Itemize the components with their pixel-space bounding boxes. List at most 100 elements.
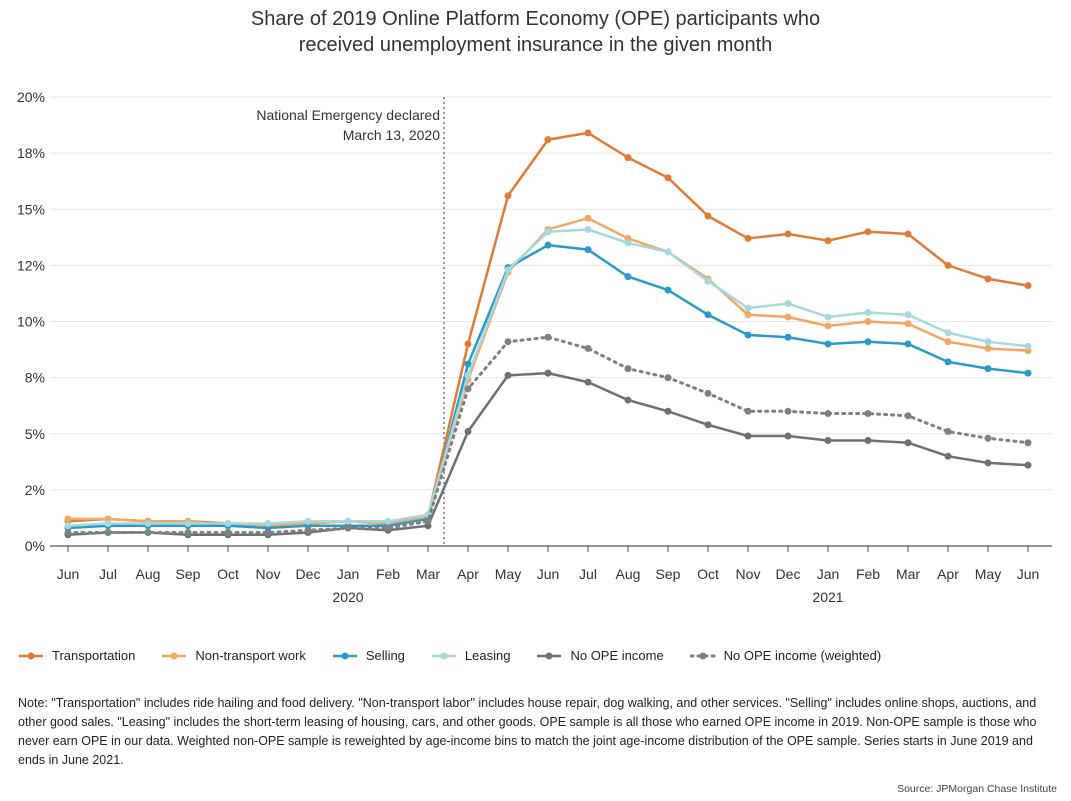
data-point-transportation [824,237,832,245]
data-point-leasing [624,239,632,247]
data-point-leasing [384,517,392,525]
annotation-layer: National Emergency declared March 13, 202… [256,97,445,546]
legend-swatch-marker [170,652,178,659]
data-point-non-transport-work [784,313,792,321]
data-point-leasing [224,520,232,528]
data-point-transportation [504,192,512,200]
data-point-transportation [624,154,632,162]
x-tick-label: Mar [896,566,920,582]
y-tick-label: 8% [25,370,45,386]
data-point-no-ope-income [744,432,752,440]
data-point-transportation [984,275,992,283]
data-point-selling [544,241,552,249]
series-line-no-ope-income [67,371,1029,537]
data-point-no-ope-income-weighted [584,344,592,352]
data-point-leasing [144,520,152,528]
series-line-selling [67,243,1029,530]
data-point-no-ope-income [984,459,992,467]
legend-label: No OPE income [570,648,664,663]
data-point-selling [824,340,832,348]
data-point-selling [624,273,632,281]
data-point-leasing [1024,342,1032,350]
data-point-transportation [944,261,952,269]
data-point-no-ope-income [464,428,472,436]
source-credit: Source: JPMorgan Chase Institute [897,783,1057,795]
data-point-transportation [664,174,672,182]
data-point-non-transport-work [64,515,72,523]
legend-item-non-transport-work: Non-transport work [161,648,306,663]
y-tick-label: 15% [17,201,45,217]
data-point-transportation [704,212,712,220]
data-point-leasing [264,520,272,528]
data-point-no-ope-income-weighted [384,524,392,532]
y-tick-label: 18% [17,145,45,161]
data-point-transportation [544,136,552,144]
x-tick-label: Feb [856,566,880,582]
legend-item-transportation: Transportation [18,648,135,663]
data-point-selling [464,360,472,368]
legend-swatch-marker [27,652,35,659]
data-point-selling [664,286,672,294]
series-layer [64,129,1032,539]
chart-title-line-2: received unemployment insurance in the g… [298,34,773,56]
data-point-no-ope-income-weighted [104,529,112,537]
x-tick-label: Dec [776,566,801,582]
y-tick-label: 2% [25,482,45,498]
data-point-no-ope-income [944,452,952,460]
data-point-leasing [744,304,752,312]
data-point-leasing [504,266,512,274]
data-point-no-ope-income-weighted [344,524,352,532]
data-point-no-ope-income-weighted [1024,439,1032,447]
legend-swatch-marker [699,652,707,659]
data-point-selling [744,331,752,339]
x-tick-label: Jul [579,566,597,582]
data-point-transportation [904,230,912,238]
data-point-no-ope-income-weighted [544,333,552,341]
x-tick-label: May [975,566,1001,582]
data-point-leasing [104,520,112,528]
data-point-no-ope-income-weighted [704,389,712,397]
legend-swatch-marker [440,652,448,659]
legend-swatch-marker [341,652,349,659]
data-point-no-ope-income-weighted [984,434,992,442]
legend-swatch [537,652,562,659]
data-point-non-transport-work [864,318,872,325]
data-point-selling [704,311,712,319]
data-point-no-ope-income [624,396,632,404]
data-point-selling [904,340,912,348]
data-point-no-ope-income [584,378,592,386]
data-point-leasing [344,517,352,525]
y-tick-label: 5% [25,426,45,442]
data-point-transportation [1024,282,1032,290]
data-point-non-transport-work [824,322,832,330]
data-point-no-ope-income-weighted [624,365,632,373]
x-tick-label: Apr [457,566,479,582]
data-point-non-transport-work [584,214,592,222]
data-point-leasing [944,329,952,337]
line-chart: 0% 2% 5% 8% 10% 12% 15% 18% 20% Jun Jul Aug Sep Oct No… [17,89,1052,605]
data-point-no-ope-income-weighted [504,338,512,346]
data-point-no-ope-income-weighted [824,410,832,418]
data-point-non-transport-work [744,311,752,319]
x-tick-label: Jul [99,566,117,582]
x-tick-label: Oct [697,566,719,582]
data-point-no-ope-income-weighted [944,428,952,436]
data-point-leasing [544,228,552,236]
year-label: 2020 [332,589,363,605]
x-tick-label: Jan [817,566,840,582]
data-point-non-transport-work [944,338,952,346]
legend-swatch [689,652,716,659]
legend-label: Non-transport work [195,648,306,663]
legend-item-selling: Selling [332,648,405,663]
data-point-no-ope-income [784,432,792,440]
footnote: Note: "Transportation" includes ride hai… [18,696,1037,767]
axis-layer: 0% 2% 5% 8% 10% 12% 15% 18% 20% Jun Jul Aug Sep Oct No… [17,89,1052,605]
x-tick-label: May [495,566,521,582]
legend: Transportation Non-transport work Selling L… [18,648,907,663]
chart-title-line-1: Share of 2019 Online Platform Economy (O… [250,8,821,30]
x-tick-label: Sep [656,566,681,582]
y-tick-label: 10% [17,314,45,330]
data-point-no-ope-income [704,421,712,429]
x-tick-label: Apr [937,566,959,582]
data-point-no-ope-income [544,369,552,377]
